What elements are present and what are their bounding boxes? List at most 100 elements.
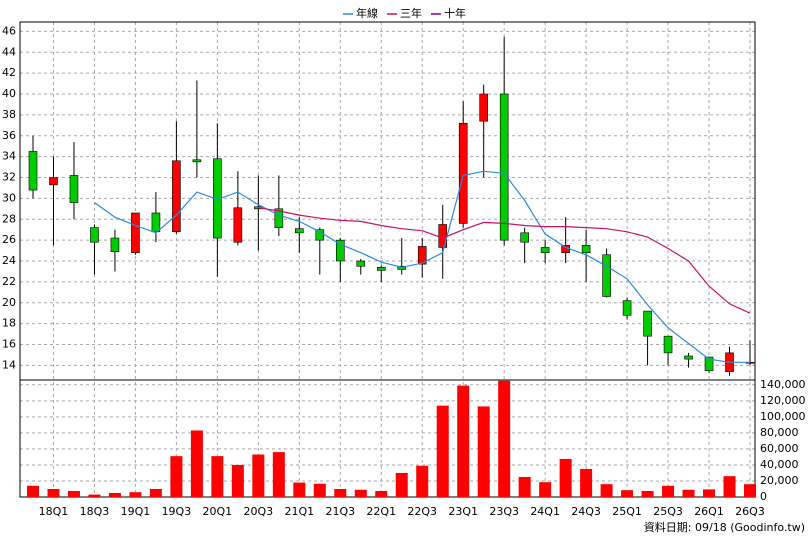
x-tick-label: 22Q1 bbox=[366, 505, 396, 518]
volume-bar bbox=[662, 485, 675, 497]
candle-body bbox=[335, 239, 345, 262]
volume-bar bbox=[108, 492, 121, 497]
volume-bar bbox=[744, 484, 756, 497]
y-tick-label: 26 bbox=[2, 233, 16, 246]
candle-body bbox=[49, 177, 58, 186]
x-tick-label: 21Q3 bbox=[325, 505, 355, 518]
plot-frame bbox=[19, 379, 756, 498]
volume-bar bbox=[27, 485, 39, 497]
footer: 資料日期: 09/18 (Goodinfo.tw) bbox=[644, 520, 805, 534]
volume-bar bbox=[641, 490, 654, 497]
ma-line bbox=[94, 170, 750, 363]
volume-bar bbox=[231, 464, 244, 497]
candle-body bbox=[417, 246, 427, 265]
y-tick-label: 30 bbox=[2, 191, 16, 204]
y-tick-label: 34 bbox=[2, 150, 16, 163]
candle-body bbox=[458, 122, 468, 224]
y-tick-label: 140,000 bbox=[760, 378, 806, 391]
volume-bar bbox=[149, 488, 162, 497]
y-tick-label: 18 bbox=[2, 317, 16, 330]
volume-bar bbox=[416, 465, 429, 497]
volume-bar bbox=[170, 456, 183, 497]
y-tick-label: 100,000 bbox=[760, 410, 806, 423]
candle-body bbox=[520, 232, 529, 243]
candle-body bbox=[643, 310, 652, 337]
volume-bar bbox=[580, 468, 593, 497]
candle-body bbox=[540, 247, 550, 253]
legend-label: 年線 bbox=[356, 6, 378, 20]
volume-bar bbox=[47, 488, 60, 497]
x-tick-label: 18Q1 bbox=[39, 505, 69, 518]
candle-body bbox=[192, 159, 202, 163]
candle-body bbox=[479, 93, 488, 122]
y-tick-label: 120,000 bbox=[760, 394, 806, 407]
candle-body bbox=[69, 175, 79, 203]
y-tick-label: 40,000 bbox=[760, 458, 799, 471]
candle-body bbox=[233, 207, 243, 243]
y-tick-label: 0 bbox=[760, 490, 767, 503]
volume-bar bbox=[559, 458, 572, 497]
x-tick-label: 18Q3 bbox=[80, 505, 110, 518]
x-tick-label: 19Q1 bbox=[121, 505, 151, 518]
volume-bar bbox=[354, 489, 367, 497]
ma-line bbox=[258, 207, 751, 314]
candle-body bbox=[110, 237, 120, 252]
volume-bar bbox=[436, 405, 449, 497]
y-tick-label: 60,000 bbox=[760, 442, 799, 455]
x-tick-label: 24Q1 bbox=[530, 505, 560, 518]
candle-body bbox=[274, 208, 284, 228]
volume-bar bbox=[395, 472, 408, 497]
y-tick-label: 24 bbox=[2, 254, 16, 267]
x-tick-label: 22Q3 bbox=[407, 505, 437, 518]
candle-body bbox=[151, 212, 161, 233]
candle-body bbox=[622, 300, 632, 316]
y-tick-label: 32 bbox=[2, 171, 16, 184]
legend-label: 十年 bbox=[444, 6, 466, 20]
volume-bar bbox=[703, 489, 716, 497]
volume-bar bbox=[682, 489, 695, 497]
candle-body bbox=[663, 335, 673, 354]
candle-body bbox=[376, 266, 386, 271]
x-tick-label: 25Q3 bbox=[653, 505, 683, 518]
x-tick-label: 21Q1 bbox=[284, 505, 314, 518]
y-tick-label: 20 bbox=[2, 296, 16, 309]
volume-bar bbox=[518, 476, 531, 497]
volume-bar bbox=[457, 385, 470, 497]
x-tick-label: 24Q3 bbox=[571, 505, 601, 518]
candle-body bbox=[28, 151, 38, 191]
candle-body bbox=[90, 227, 99, 243]
x-tick-label: 20Q1 bbox=[203, 505, 233, 518]
volume-bar bbox=[272, 452, 285, 497]
volume-bar bbox=[293, 482, 306, 497]
volume-bar bbox=[539, 482, 552, 497]
y-tick-label: 38 bbox=[2, 108, 16, 121]
volume-bar bbox=[477, 406, 490, 497]
volume-bar bbox=[252, 454, 265, 497]
x-tick-label: 26Q3 bbox=[735, 505, 765, 518]
volume-bar bbox=[313, 483, 326, 497]
candle-body bbox=[602, 254, 611, 297]
candle-body bbox=[295, 228, 304, 234]
y-tick-label: 20,000 bbox=[760, 474, 799, 487]
volume-bar bbox=[600, 484, 613, 497]
volume-bar bbox=[129, 492, 142, 497]
y-tick-label: 44 bbox=[2, 45, 16, 58]
volume-bar bbox=[67, 490, 80, 497]
x-tick-label: 20Q3 bbox=[244, 505, 274, 518]
y-tick-label: 40 bbox=[2, 87, 16, 100]
volume-bar bbox=[375, 490, 388, 497]
candle-body bbox=[172, 160, 181, 233]
candle-body bbox=[499, 93, 509, 241]
y-tick-label: 80,000 bbox=[760, 426, 799, 439]
x-tick-label: 23Q1 bbox=[448, 505, 478, 518]
y-tick-label: 14 bbox=[2, 358, 16, 371]
y-tick-label: 36 bbox=[2, 129, 16, 142]
volume-bar bbox=[723, 476, 736, 497]
y-tick-label: 42 bbox=[2, 66, 16, 79]
x-tick-label: 26Q1 bbox=[694, 505, 724, 518]
candle-body bbox=[581, 245, 591, 253]
y-tick-label: 28 bbox=[2, 212, 16, 225]
candle-body bbox=[684, 355, 693, 360]
